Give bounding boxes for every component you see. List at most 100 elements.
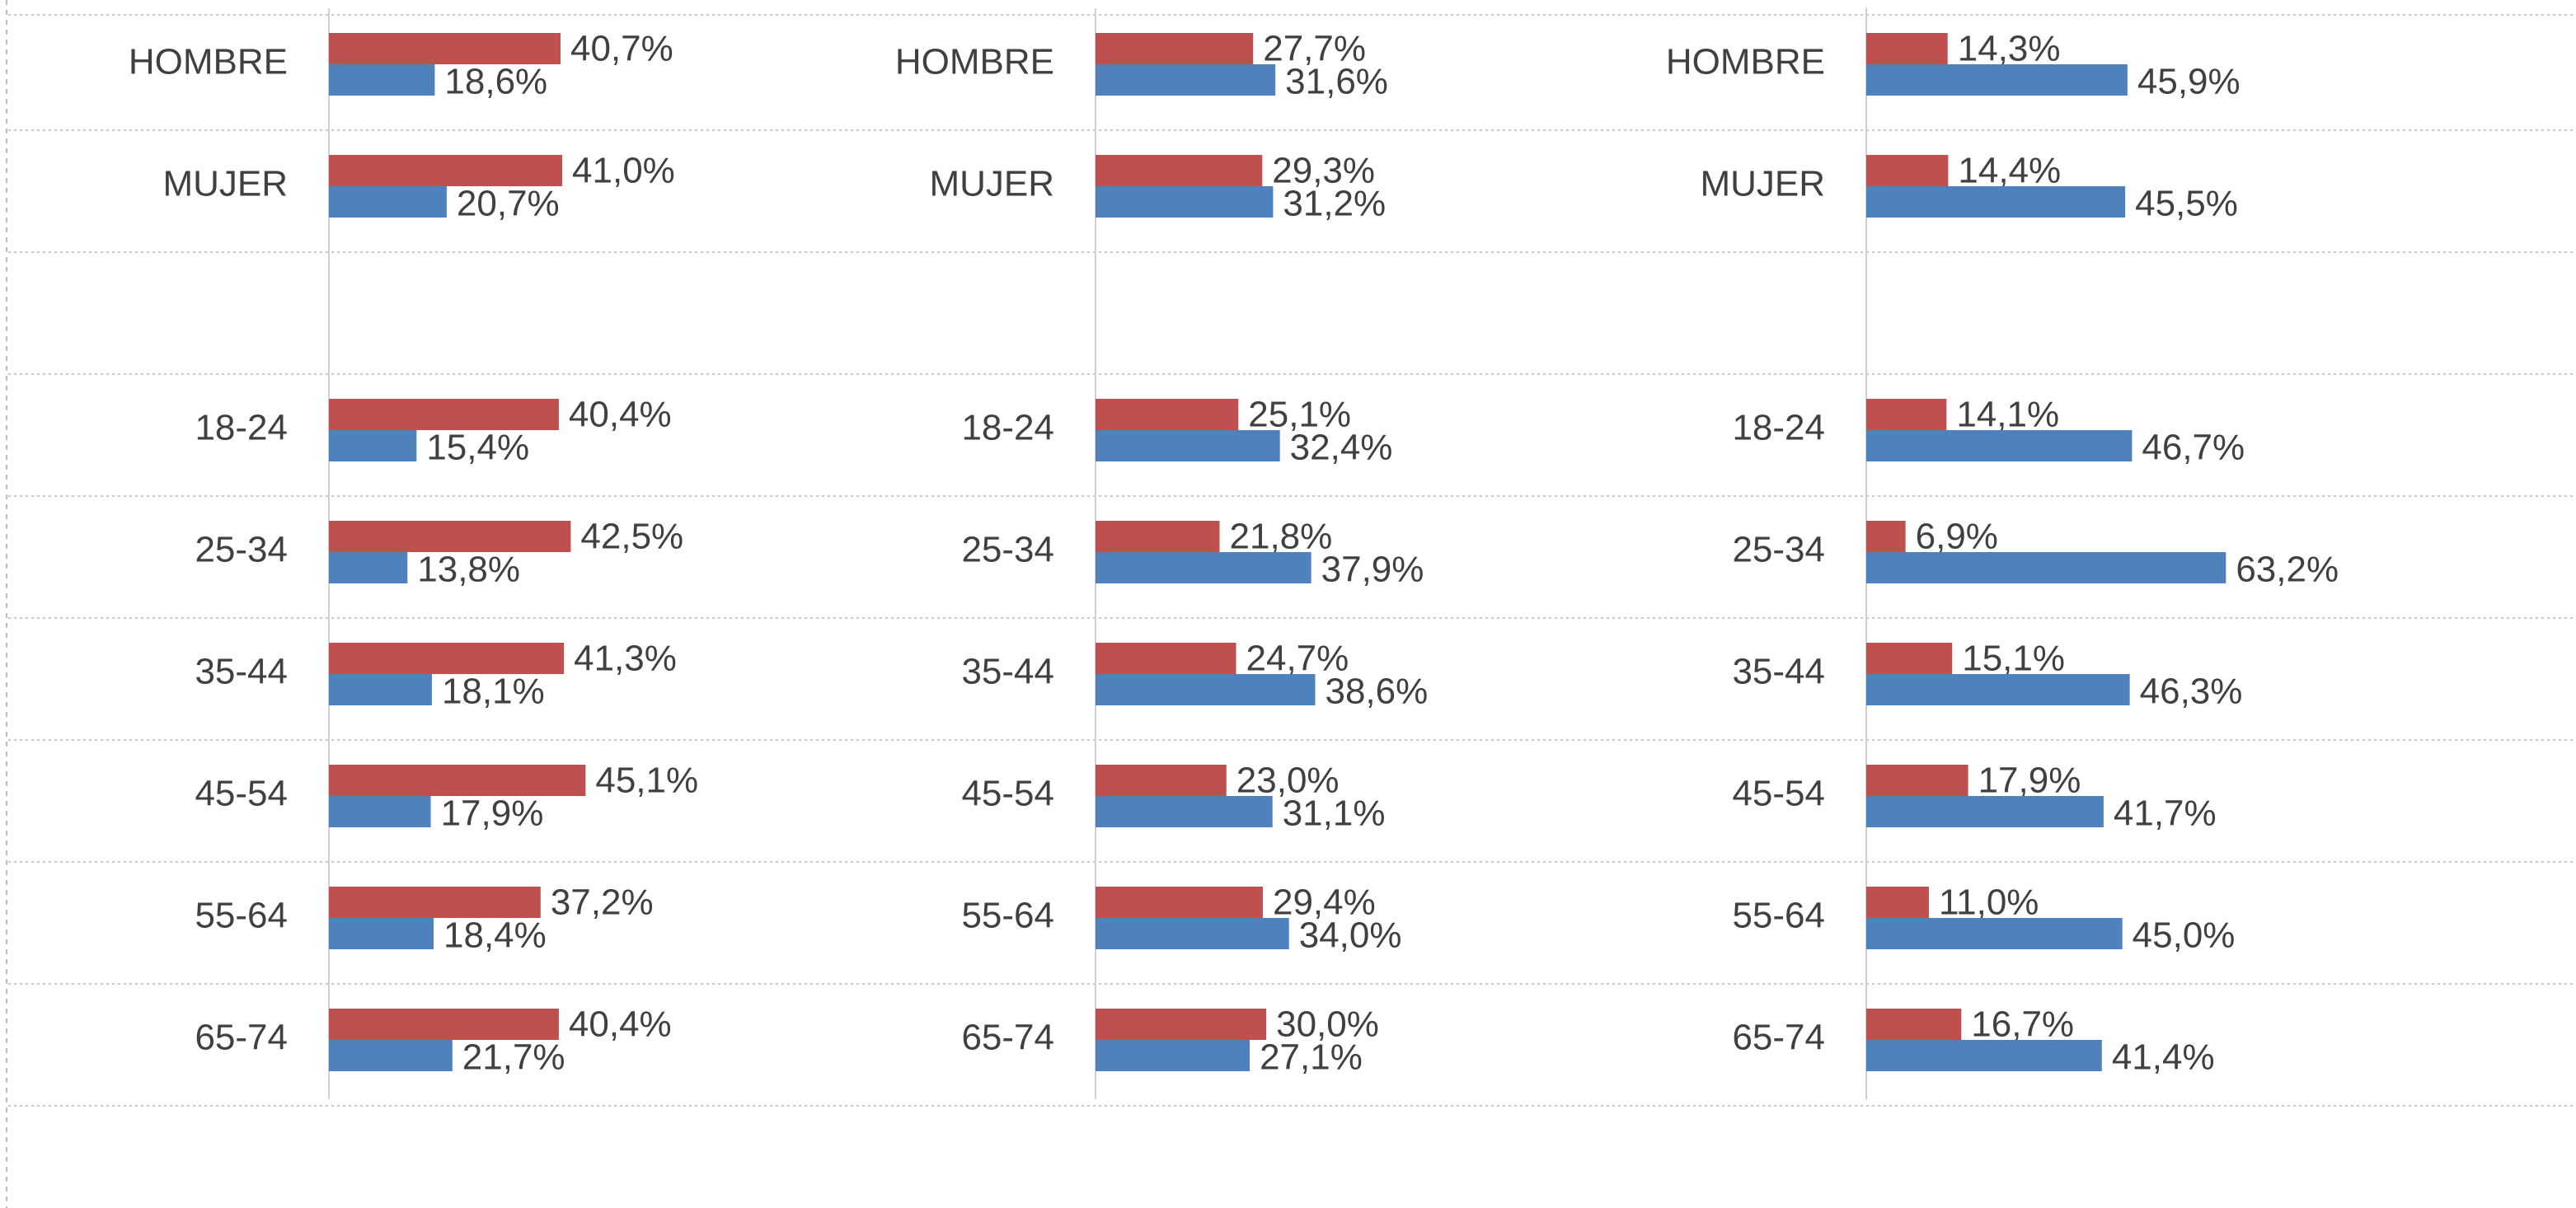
value-label: 15,4% (426, 428, 529, 468)
value-label: 34,0% (1299, 915, 1402, 956)
value-label: 41,7% (2114, 794, 2217, 834)
category-label: MUJER (929, 164, 1054, 204)
bar (1096, 399, 1239, 430)
bar (329, 155, 563, 186)
bar (1866, 186, 2126, 218)
value-label: 14,4% (1958, 151, 2061, 191)
value-label: 31,6% (1285, 62, 1388, 102)
bar (329, 399, 559, 430)
bar (1096, 674, 1316, 705)
category-label: 18-24 (195, 408, 288, 448)
value-label: 6,9% (1916, 517, 1998, 557)
value-label: 17,9% (1978, 761, 2081, 801)
bar (1096, 1040, 1250, 1071)
bar (1096, 186, 1274, 218)
value-label: 45,9% (2137, 62, 2241, 102)
category-label: HOMBRE (1666, 42, 1825, 82)
value-label: 23,0% (1236, 761, 1340, 801)
value-label: 27,7% (1263, 29, 1366, 69)
category-label: 45-54 (195, 774, 288, 814)
bar (329, 552, 408, 583)
category-label: 55-64 (961, 896, 1054, 936)
value-label: 41,4% (2112, 1037, 2215, 1078)
bar (1866, 1040, 2102, 1071)
value-label: 63,2% (2236, 550, 2339, 590)
bar (1866, 521, 1906, 552)
value-label: 29,4% (1273, 883, 1376, 923)
category-label: 25-34 (195, 530, 288, 570)
value-label: 24,7% (1246, 639, 1349, 679)
value-label: 31,2% (1283, 184, 1386, 224)
bar (329, 64, 435, 96)
bar (329, 765, 586, 796)
value-label: 16,7% (1971, 1004, 2074, 1045)
bar (329, 521, 571, 552)
bar (1866, 64, 2128, 96)
value-label: 17,9% (441, 794, 544, 834)
value-label: 30,0% (1276, 1004, 1379, 1045)
bar (1096, 155, 1263, 186)
value-label: 18,6% (444, 62, 547, 102)
value-label: 14,3% (1958, 29, 2061, 69)
value-label: 15,1% (1962, 639, 2065, 679)
value-label: 25,1% (1248, 395, 1351, 435)
category-label: 25-34 (1732, 530, 1825, 570)
bar (1096, 765, 1227, 796)
bar (329, 1009, 559, 1040)
value-label: 14,1% (1956, 395, 2059, 435)
value-label: 11,0% (1939, 883, 2039, 923)
category-label: 35-44 (1732, 652, 1825, 692)
value-label: 18,4% (443, 915, 547, 956)
bar (1096, 33, 1254, 64)
value-label: 13,8% (417, 550, 520, 590)
category-label: 65-74 (961, 1018, 1054, 1058)
category-label: 45-54 (1732, 774, 1825, 814)
bar (1866, 674, 2130, 705)
value-label: 21,7% (462, 1037, 565, 1078)
value-label: 41,0% (572, 151, 675, 191)
value-label: 40,4% (569, 395, 672, 435)
value-label: 40,7% (570, 29, 673, 69)
bar (329, 674, 432, 705)
value-label: 46,3% (2140, 672, 2243, 712)
bar (329, 918, 434, 949)
bar (1866, 552, 2226, 583)
category-label: 55-64 (1732, 896, 1825, 936)
value-label: 41,3% (574, 639, 677, 679)
bar (1866, 796, 2104, 827)
value-label: 38,6% (1325, 672, 1428, 712)
bar (1096, 430, 1280, 461)
value-label: 27,1% (1260, 1037, 1363, 1078)
category-label: MUJER (1700, 164, 1825, 204)
value-label: 45,0% (2133, 915, 2236, 956)
bar (1866, 643, 1953, 674)
bar (1866, 765, 1968, 796)
category-label: 25-34 (961, 530, 1054, 570)
value-label: 45,1% (595, 761, 698, 801)
bar (1096, 64, 1276, 96)
category-label: 45-54 (961, 774, 1054, 814)
bar (1866, 430, 2133, 461)
value-label: 45,5% (2135, 184, 2238, 224)
bar (329, 643, 565, 674)
value-label: 40,4% (569, 1004, 672, 1045)
value-label: 37,9% (1321, 550, 1424, 590)
category-label: MUJER (162, 164, 288, 204)
category-label: HOMBRE (129, 42, 288, 82)
value-label: 20,7% (457, 184, 560, 224)
value-label: 37,2% (551, 883, 654, 923)
value-label: 21,8% (1230, 517, 1333, 557)
bar (1096, 796, 1273, 827)
bar (1096, 521, 1220, 552)
bar (1866, 918, 2123, 949)
value-label: 32,4% (1290, 428, 1393, 468)
bar (329, 1040, 453, 1071)
bar (1096, 1009, 1267, 1040)
bar (1096, 552, 1311, 583)
category-label: 18-24 (961, 408, 1054, 448)
category-label: 65-74 (195, 1018, 288, 1058)
bar (1866, 887, 1929, 918)
category-label: 35-44 (195, 652, 288, 692)
category-label: 55-64 (195, 896, 288, 936)
bar (1866, 1009, 1962, 1040)
